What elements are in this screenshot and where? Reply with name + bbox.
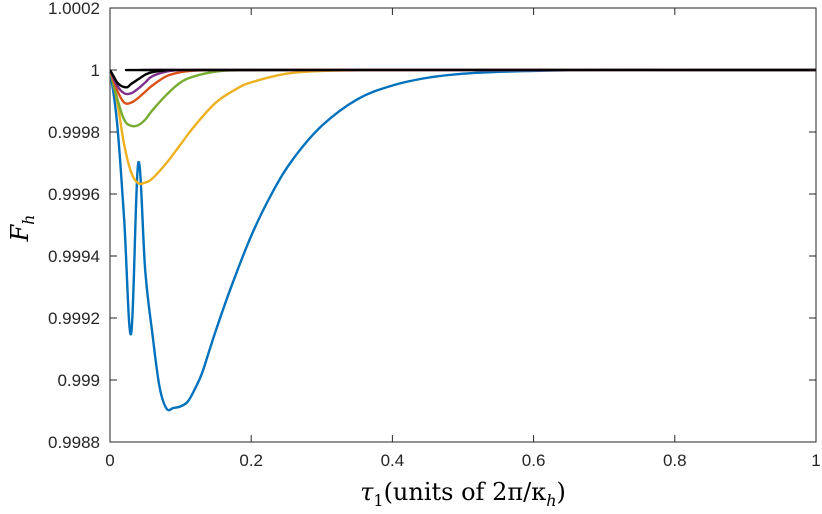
x-tick-label: 0.8 — [663, 451, 687, 470]
y-tick-label: 0.9988 — [48, 433, 100, 452]
y-tick-label: 0.9998 — [48, 123, 100, 142]
plot-area — [109, 7, 817, 443]
x-axis-label-close: ) — [557, 478, 566, 506]
y-tick-label: 0.9992 — [48, 309, 100, 328]
y-tick-label: 0.9994 — [48, 247, 100, 266]
y-tick-label: 0.999 — [57, 371, 100, 390]
series-line-6 — [110, 68, 816, 89]
x-tick-label: 0.6 — [522, 451, 546, 470]
x-axis-label-subscript: 1 — [373, 491, 383, 510]
y-axis-label: Fh — [6, 215, 38, 243]
y-tick-label: 1.0002 — [48, 0, 100, 18]
y-axis-label-subscript: h — [19, 215, 38, 225]
y-axis-label-symbol: F — [6, 223, 34, 242]
x-axis-label: τ1(units of 2π/κh) — [360, 478, 566, 510]
x-tick-label: 0 — [105, 451, 114, 470]
x-axis-ticks: 0 0.2 0.4 0.6 0.8 1 — [105, 8, 821, 470]
axes-box — [109, 7, 817, 443]
y-tick-label: 1 — [91, 61, 100, 80]
x-tick-label: 0.4 — [381, 451, 405, 470]
y-tick-label: 0.9996 — [48, 185, 100, 204]
series-layer — [110, 68, 816, 412]
x-axis-label-symbol: τ — [360, 478, 374, 506]
x-axis-label-text: (units of 2π/κ — [384, 478, 547, 506]
y-axis-ticks: 0.9988 0.999 0.9992 0.9994 0.9996 0.9998 1 1.00… — [48, 0, 816, 452]
x-tick-label: 1 — [811, 451, 820, 470]
x-axis-label-subscript2: h — [546, 491, 556, 510]
x-tick-label: 0.2 — [239, 451, 263, 470]
